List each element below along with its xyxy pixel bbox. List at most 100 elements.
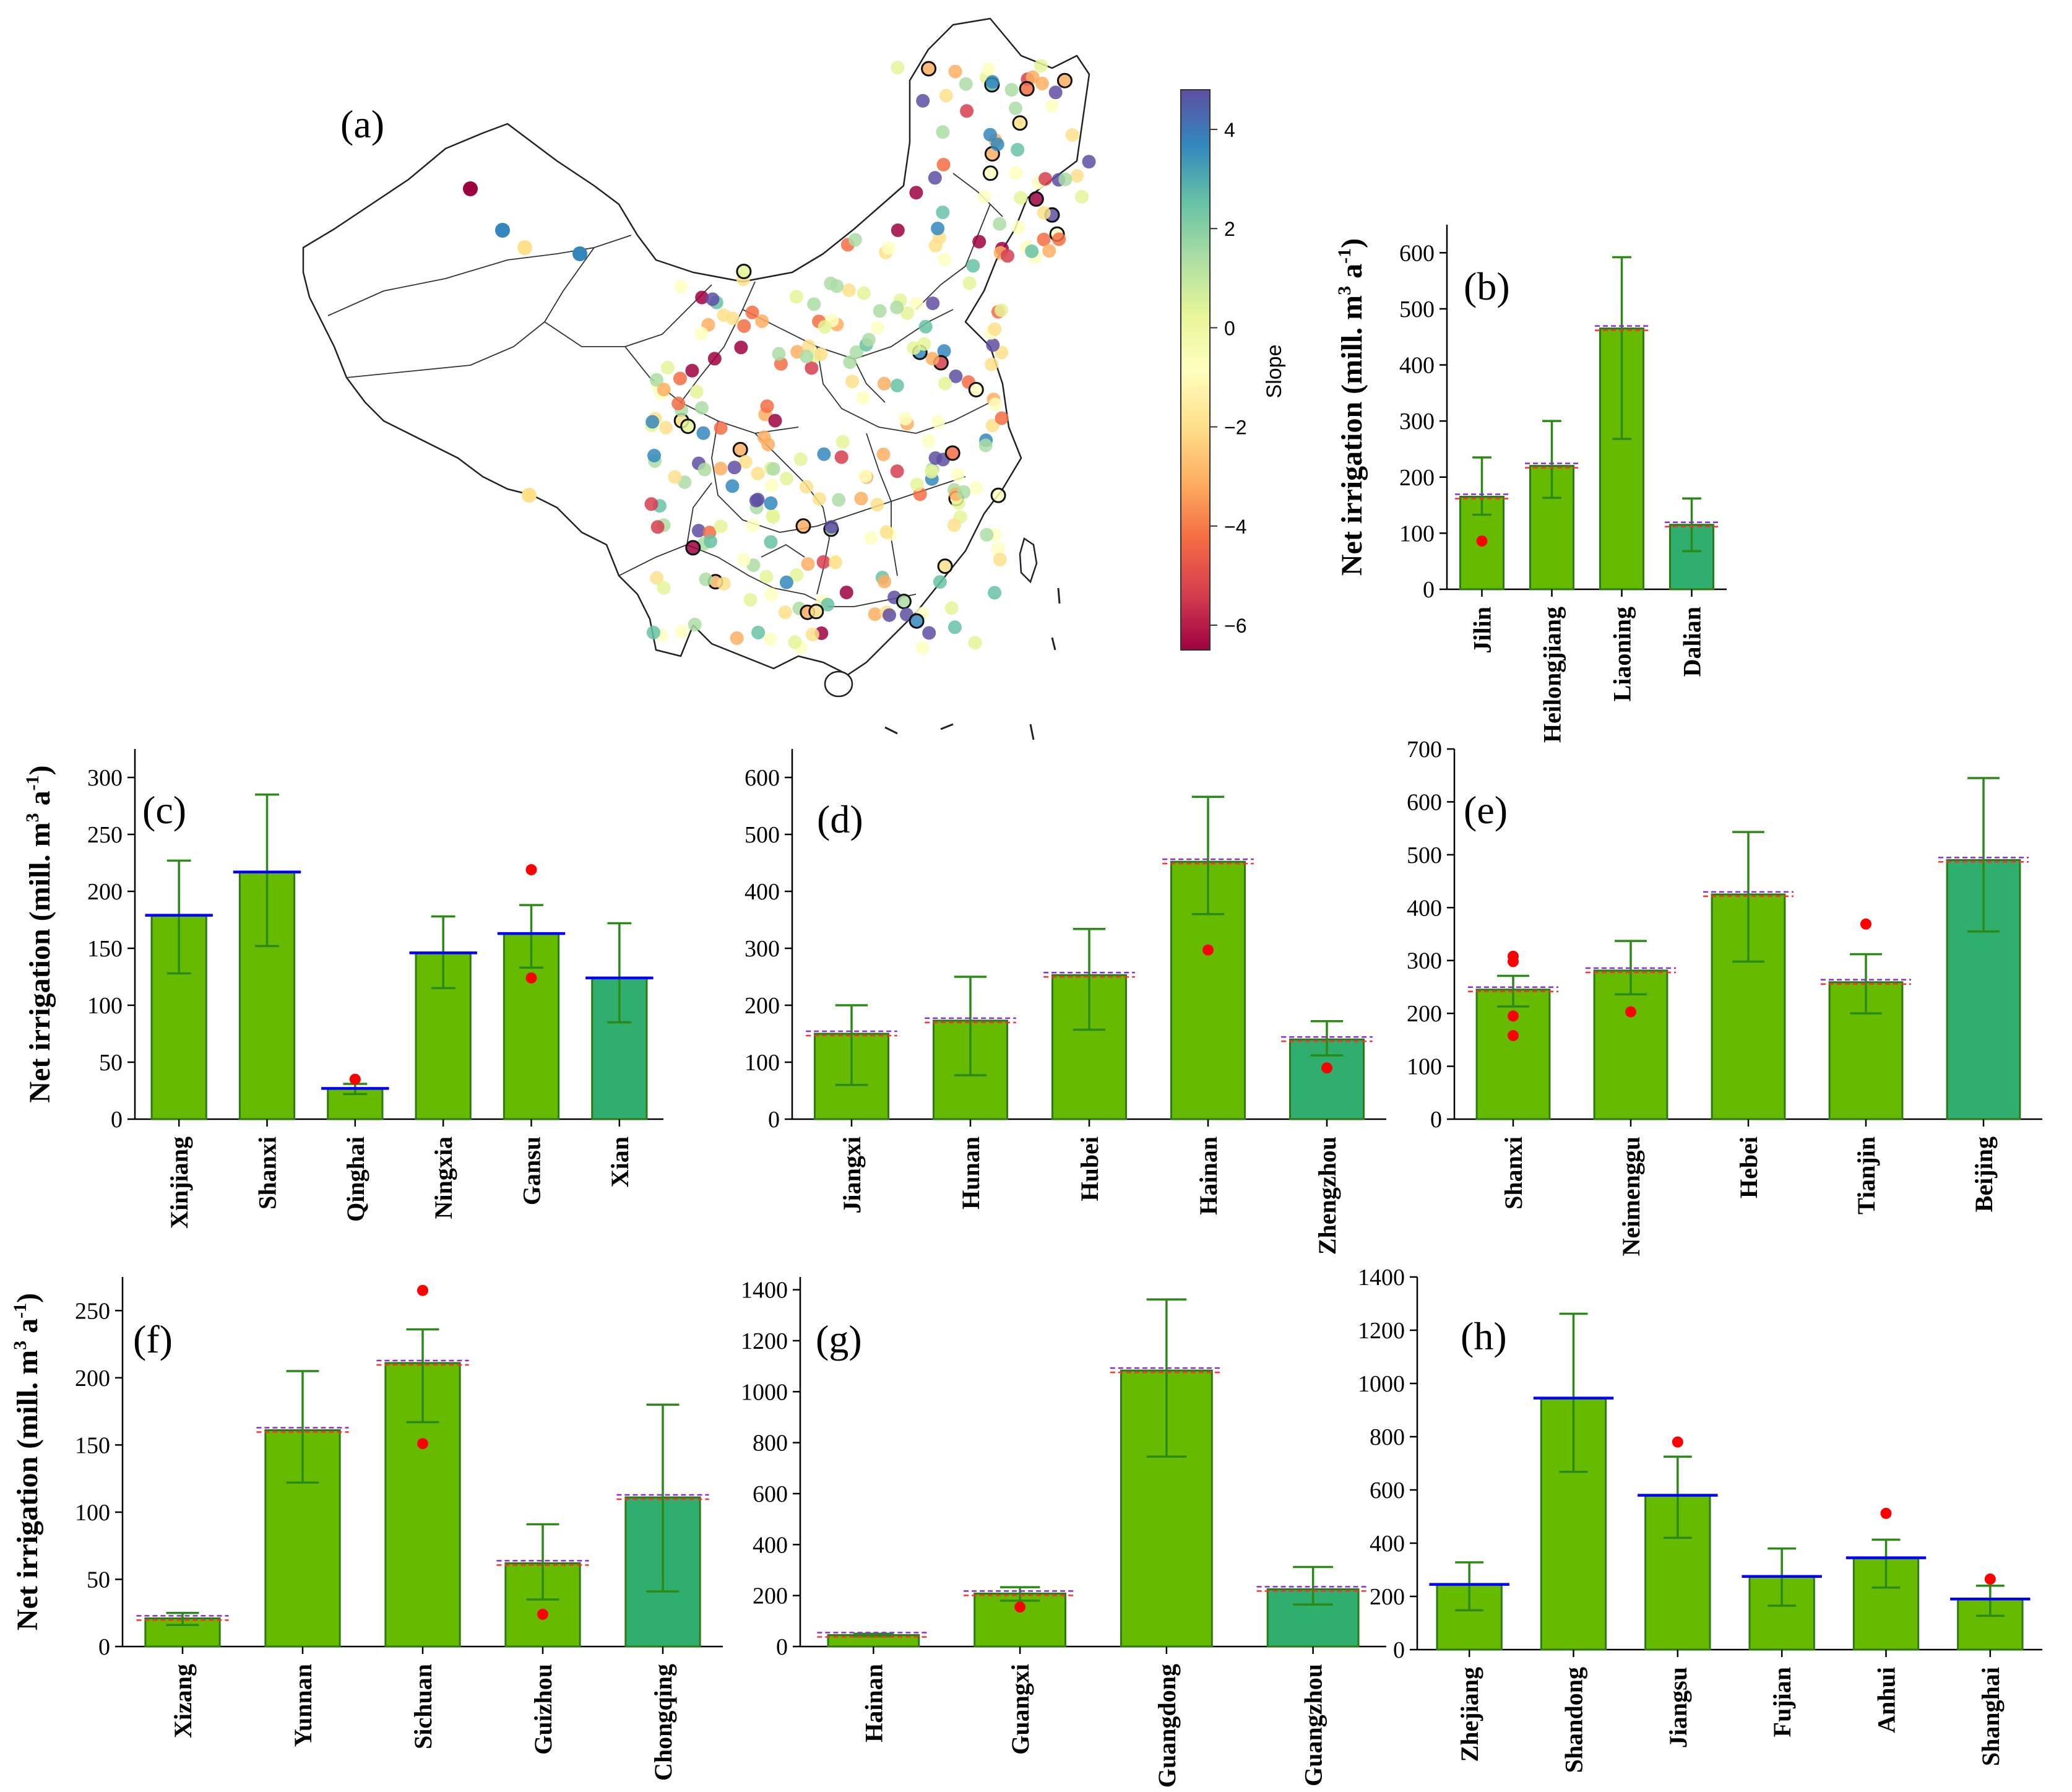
x-tick-label: Chongqing bbox=[649, 1664, 677, 1781]
y-tick-label: 1200 bbox=[741, 1328, 788, 1354]
map-panel: (a) 4 2 0 −2 −4 −6 Slope bbox=[302, 17, 1286, 740]
y-tick-label: 200 bbox=[745, 993, 780, 1019]
y-tick-label: 250 bbox=[87, 822, 123, 848]
station-dot bbox=[807, 297, 821, 311]
station-dot bbox=[990, 137, 1004, 152]
station-dot bbox=[921, 61, 937, 77]
y-tick-label: 100 bbox=[745, 1050, 780, 1076]
panel-label: (h) bbox=[1461, 1314, 1507, 1358]
station-dot bbox=[746, 518, 760, 532]
y-tick-label: 600 bbox=[1370, 1478, 1405, 1504]
station-dot bbox=[1028, 191, 1044, 207]
station-dot bbox=[900, 306, 914, 320]
station-dot bbox=[960, 104, 974, 118]
station-dot bbox=[795, 518, 811, 534]
y-tick-label: 300 bbox=[87, 765, 123, 791]
station-dot bbox=[948, 64, 962, 79]
y-tick-label: 400 bbox=[1399, 353, 1435, 379]
station-dot bbox=[1011, 220, 1025, 235]
station-dot bbox=[736, 553, 751, 567]
station-dot bbox=[909, 297, 923, 311]
y-tick-label: 150 bbox=[87, 936, 123, 962]
y-tick-label: 200 bbox=[1399, 465, 1435, 491]
x-tick-label: Xizang bbox=[169, 1664, 197, 1738]
station-dot bbox=[1001, 249, 1014, 263]
station-dot bbox=[657, 581, 671, 595]
y-axis-label-part: a bbox=[24, 790, 56, 813]
x-tick-label: Guizhou bbox=[529, 1664, 557, 1755]
station-dot bbox=[861, 332, 876, 347]
station-dot bbox=[986, 338, 1000, 352]
y-tick-label: 100 bbox=[87, 993, 123, 1019]
station-dot bbox=[766, 508, 780, 522]
y-tick-label: 150 bbox=[75, 1432, 110, 1458]
station-dot bbox=[936, 206, 950, 220]
station-dot bbox=[695, 290, 709, 305]
station-dot bbox=[849, 345, 863, 359]
x-tick-label: Jiangxi bbox=[838, 1136, 866, 1213]
station-dot bbox=[1012, 115, 1028, 131]
y-tick-label: 0 bbox=[1430, 1107, 1442, 1133]
station-dot bbox=[944, 601, 959, 615]
station-dot bbox=[772, 347, 786, 361]
station-dot bbox=[697, 462, 712, 477]
station-dot bbox=[743, 592, 758, 607]
station-dot bbox=[688, 618, 702, 631]
station-dot bbox=[890, 300, 904, 314]
station-dot bbox=[818, 320, 832, 334]
colorbar-tick-label: −2 bbox=[1224, 417, 1246, 439]
station-dot bbox=[881, 241, 896, 255]
y-tick-label: 600 bbox=[745, 765, 780, 791]
station-dot bbox=[1034, 59, 1048, 73]
y-tick-label: 1400 bbox=[1358, 1265, 1405, 1291]
station-dot bbox=[944, 445, 960, 461]
x-tick-label: Hebei bbox=[1735, 1136, 1763, 1198]
station-dot bbox=[778, 605, 792, 620]
y-axis-label-part: ) bbox=[24, 765, 56, 775]
station-dot bbox=[1057, 72, 1073, 89]
station-dot bbox=[1025, 70, 1040, 84]
x-tick-label: Xian bbox=[606, 1136, 634, 1187]
station-dot bbox=[957, 485, 971, 499]
station-dot bbox=[947, 518, 961, 532]
x-tick-label: Neimenggu bbox=[1617, 1136, 1645, 1256]
station-dot bbox=[962, 276, 977, 290]
station-dot bbox=[824, 276, 838, 290]
y-tick-label: 400 bbox=[1370, 1531, 1405, 1557]
station-dot bbox=[995, 303, 1009, 318]
station-dot bbox=[817, 447, 831, 461]
station-dot bbox=[972, 235, 986, 249]
station-dot bbox=[1038, 172, 1053, 186]
x-tick-label: Xinjiang bbox=[165, 1136, 193, 1229]
station-dot bbox=[680, 418, 696, 435]
y-tick-label: 1000 bbox=[741, 1379, 788, 1405]
station-dot bbox=[985, 418, 999, 433]
station-dot bbox=[928, 451, 943, 465]
station-dot bbox=[816, 555, 831, 569]
station-dot bbox=[694, 326, 709, 340]
station-dot bbox=[1048, 85, 1063, 100]
x-tick-label: Gansu bbox=[518, 1136, 546, 1205]
colorbar-tick-label: −6 bbox=[1224, 615, 1246, 637]
colorbar-label: Slope bbox=[1263, 345, 1286, 399]
observed-point bbox=[1860, 918, 1871, 930]
station-dot bbox=[801, 557, 815, 571]
y-tick-label: 300 bbox=[1399, 409, 1435, 435]
y-tick-label: 1000 bbox=[1358, 1371, 1405, 1397]
y-tick-label: 100 bbox=[75, 1500, 110, 1526]
y-tick-label: 500 bbox=[745, 822, 780, 848]
station-dot bbox=[988, 322, 1002, 336]
station-dot bbox=[751, 625, 766, 639]
bar-panel: 0 100 200 300 400 500 600 (d) Jiangxi Hunan Hubei H… bbox=[745, 749, 1386, 1255]
station-dot bbox=[982, 62, 996, 76]
station-dot bbox=[931, 222, 945, 236]
station-dot bbox=[891, 223, 905, 237]
panel-label: (e) bbox=[1464, 788, 1508, 832]
station-dot bbox=[936, 125, 950, 139]
y-tick-label: 50 bbox=[87, 1567, 110, 1593]
station-dot bbox=[931, 415, 945, 429]
station-dot bbox=[990, 487, 1006, 503]
colorbar-tick-label: 4 bbox=[1224, 119, 1235, 141]
y-axis-label: Net irrigation (mill. m3 a-1) bbox=[22, 765, 56, 1102]
station-dot bbox=[926, 297, 940, 310]
